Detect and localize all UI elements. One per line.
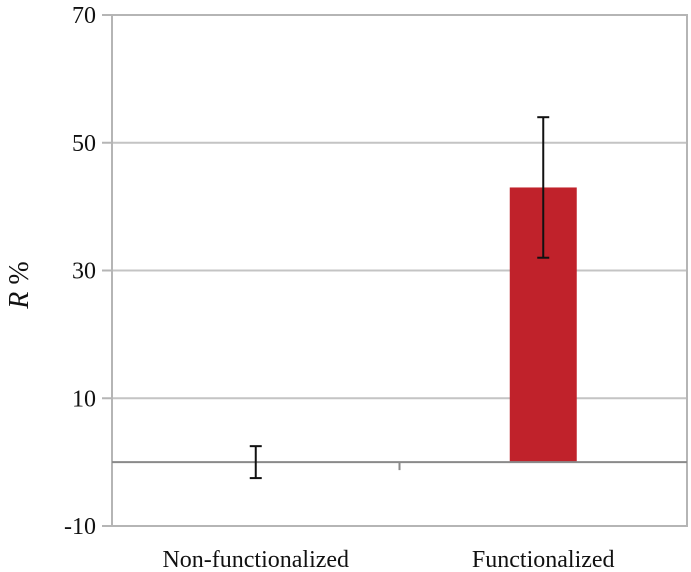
category-label-1: Functionalized bbox=[472, 547, 615, 572]
y-tick-label: 30 bbox=[72, 259, 96, 285]
y-tick-label: 10 bbox=[72, 386, 96, 412]
error-bars bbox=[249, 116, 550, 480]
y-axis-title: R % bbox=[4, 261, 35, 309]
category-labels: Non-functionalized Functionalized bbox=[162, 547, 614, 572]
y-tick-label: 50 bbox=[72, 131, 96, 157]
y-tick-labels: 70 50 30 10 -10 bbox=[64, 3, 96, 540]
y-axis-title-unit: % bbox=[4, 261, 35, 291]
y-axis-title-symbol: R bbox=[4, 292, 35, 310]
error-bar-0 bbox=[249, 445, 262, 480]
plot-frame bbox=[111, 14, 688, 527]
error-bar-1 bbox=[537, 116, 550, 259]
grid-lines bbox=[102, 14, 687, 527]
category-label-0: Non-functionalized bbox=[162, 547, 349, 572]
y-tick-label: -10 bbox=[64, 514, 96, 540]
y-tick-label: 70 bbox=[72, 3, 96, 29]
